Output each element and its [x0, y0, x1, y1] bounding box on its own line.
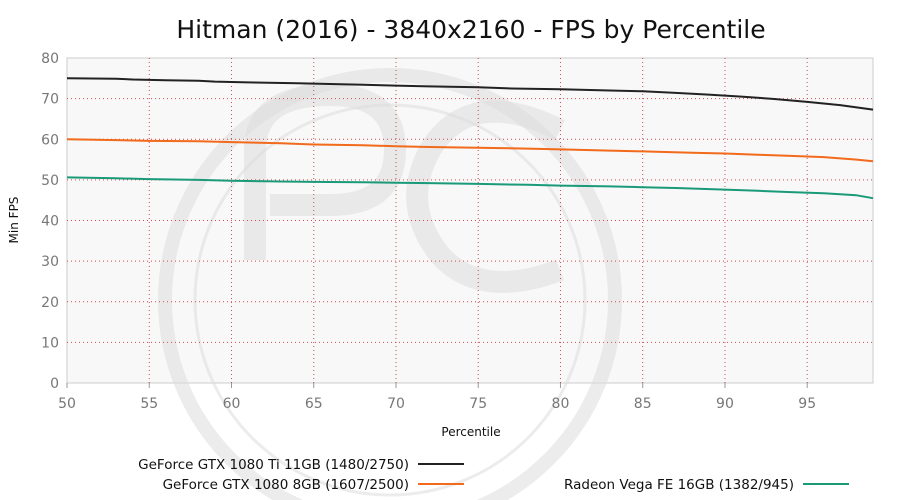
y-tick-label: 50: [41, 173, 59, 189]
x-tick-label: 55: [140, 396, 158, 412]
series-line-1: [66, 77, 874, 111]
series-line-3: [66, 176, 874, 200]
y-tick-label: 30: [41, 254, 59, 270]
y-axis: 0 10 20 30 40 50 60 70 80: [41, 51, 59, 392]
watermark-logo: [158, 68, 622, 500]
legend-label: Radeon Vega FE 16GB (1382/945): [564, 477, 794, 493]
legend-item-1080: GeForce GTX 1080 8GB (1607/2500): [163, 477, 464, 493]
x-axis-title: Percentile: [441, 425, 500, 439]
legend-item-1080ti: GeForce GTX 1080 Ti 11GB (1480/2750): [138, 457, 464, 473]
x-tick-label: 65: [305, 396, 323, 412]
x-tick-label: 75: [469, 396, 487, 412]
y-tick-label: 70: [41, 92, 59, 108]
legend-label: GeForce GTX 1080 Ti 11GB (1480/2750): [138, 457, 409, 473]
legend-label: GeForce GTX 1080 8GB (1607/2500): [163, 477, 409, 493]
x-axis: 50 55 60 65 70 75 80 85 90 95: [58, 383, 816, 412]
y-tick-label: 60: [41, 132, 59, 148]
x-tick-label: 60: [223, 396, 241, 412]
chart-title: Hitman (2016) - 3840x2160 - FPS by Perce…: [176, 15, 765, 44]
series-line-2: [66, 138, 874, 163]
y-tick-label: 10: [41, 335, 59, 351]
legend: GeForce GTX 1080 Ti 11GB (1480/2750) GeF…: [138, 457, 849, 493]
x-tick-label: 95: [798, 396, 816, 412]
y-tick-label: 0: [50, 376, 59, 392]
y-tick-label: 40: [41, 214, 59, 230]
x-tick-label: 90: [716, 396, 734, 412]
legend-item-vega: Radeon Vega FE 16GB (1382/945): [564, 477, 849, 493]
y-tick-label: 80: [41, 51, 59, 67]
y-axis-title: Min FPS: [7, 197, 21, 244]
series-lines: [66, 77, 874, 200]
x-tick-label: 85: [634, 396, 652, 412]
x-tick-label: 70: [387, 396, 405, 412]
x-tick-label: 80: [552, 396, 570, 412]
x-tick-label: 50: [58, 396, 76, 412]
y-tick-label: 20: [41, 295, 59, 311]
